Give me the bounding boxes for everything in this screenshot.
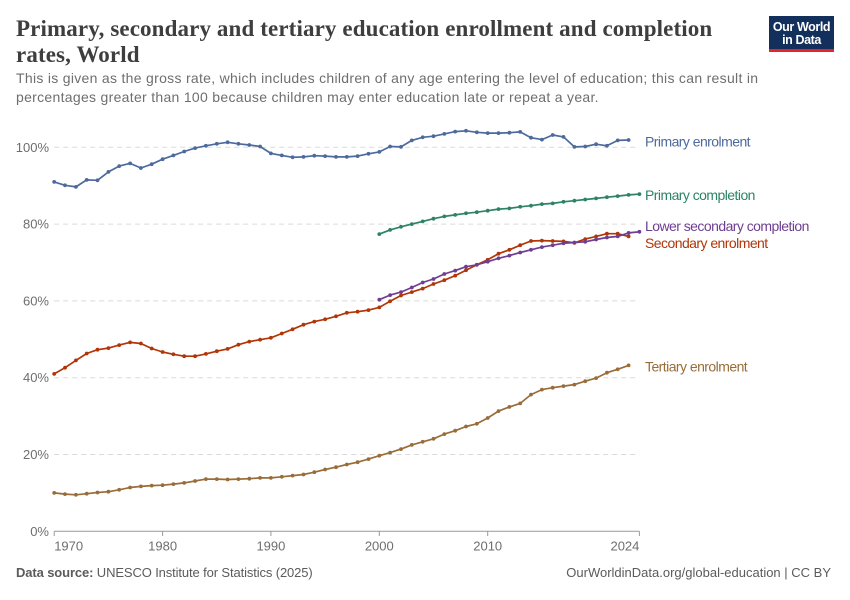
svg-text:2024: 2024 — [610, 538, 639, 553]
svg-text:60%: 60% — [23, 293, 49, 308]
svg-text:Lower secondary completion: Lower secondary completion — [645, 218, 809, 234]
svg-text:40%: 40% — [23, 370, 49, 385]
svg-text:2010: 2010 — [473, 538, 502, 553]
svg-text:80%: 80% — [23, 217, 49, 232]
svg-text:1980: 1980 — [148, 538, 177, 553]
svg-text:Primary completion: Primary completion — [645, 187, 755, 203]
svg-text:100%: 100% — [16, 140, 50, 155]
svg-text:1990: 1990 — [256, 538, 285, 553]
svg-text:Tertiary enrolment: Tertiary enrolment — [645, 358, 748, 374]
svg-text:1970: 1970 — [54, 538, 83, 553]
svg-text:Secondary enrolment: Secondary enrolment — [645, 235, 768, 251]
svg-text:20%: 20% — [23, 447, 49, 462]
svg-text:Primary enrolment: Primary enrolment — [645, 133, 751, 149]
svg-text:0%: 0% — [30, 524, 49, 539]
svg-text:2000: 2000 — [365, 538, 394, 553]
